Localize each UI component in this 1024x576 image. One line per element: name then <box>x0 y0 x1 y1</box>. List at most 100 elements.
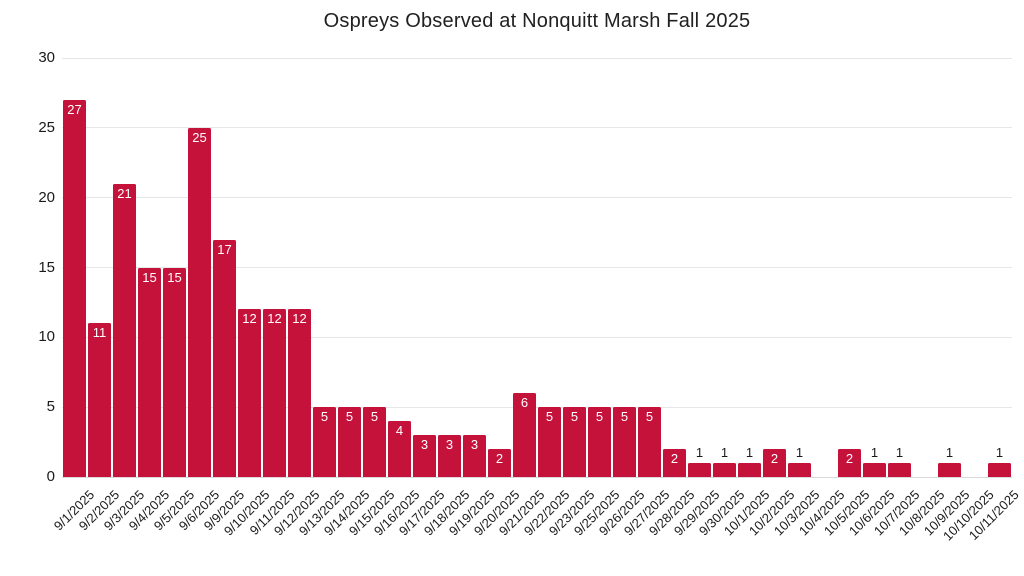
bar-value-label: 12 <box>292 311 307 327</box>
bar <box>513 393 536 477</box>
bar <box>213 239 236 477</box>
gridline <box>62 267 1012 268</box>
bar-value-label: 2 <box>845 451 854 467</box>
bar-value-label: 5 <box>620 409 629 425</box>
bar <box>938 463 961 477</box>
bar-value-label: 3 <box>445 437 454 453</box>
x-tick-label: 9/13/2025 <box>295 487 348 539</box>
x-tick-label: 9/1/2025 <box>50 487 98 534</box>
bar-value-label: 1 <box>995 445 1004 461</box>
chart-title: Ospreys Observed at Nonquitt Marsh Fall … <box>323 10 751 32</box>
bar-value-label: 5 <box>645 409 654 425</box>
x-tick-label: 9/29/2025 <box>670 487 723 539</box>
bar-value-label: 1 <box>895 445 904 461</box>
gridline <box>62 127 1012 129</box>
x-tick-label: 9/23/2025 <box>545 487 598 539</box>
x-tick-label: 9/11/2025 <box>246 487 298 538</box>
bar <box>738 463 761 477</box>
y-tick-label: 30 <box>38 49 55 66</box>
bar-value-label: 5 <box>370 409 379 425</box>
x-tick-label: 9/19/2025 <box>445 487 498 539</box>
x-tick-label: 9/10/2025 <box>220 487 273 539</box>
x-tick-label: 10/7/2025 <box>870 487 923 539</box>
x-tick-label: 10/8/2025 <box>895 487 948 539</box>
bar <box>138 267 161 477</box>
x-tick-label: 9/4/2025 <box>125 487 173 534</box>
bar <box>563 407 586 477</box>
gridline <box>62 406 1012 408</box>
bar <box>488 449 511 477</box>
bar-value-label: 2 <box>670 451 679 467</box>
bar <box>413 435 436 477</box>
bar <box>288 309 311 477</box>
bar-value-label: 3 <box>470 437 479 453</box>
bar <box>313 407 336 477</box>
x-tick-label: 9/12/2025 <box>270 487 323 539</box>
x-tick-label: 9/27/2025 <box>620 487 673 539</box>
bar <box>338 407 361 477</box>
x-tick-label: 9/9/2025 <box>200 487 248 534</box>
x-tick-label: 9/28/2025 <box>645 487 698 539</box>
bar <box>163 267 186 477</box>
bar <box>838 449 861 477</box>
x-tick-label: 9/14/2025 <box>320 487 373 539</box>
bar <box>88 323 111 477</box>
x-tick-label: 9/20/2025 <box>470 487 523 539</box>
x-tick-label: 10/9/2025 <box>920 487 973 539</box>
gridline <box>62 197 1012 199</box>
bar-value-label: 2 <box>495 451 504 467</box>
bar <box>388 421 411 477</box>
bar-value-label: 12 <box>242 311 257 327</box>
bar <box>538 407 561 477</box>
y-tick-label: 20 <box>38 188 55 206</box>
bar <box>788 463 811 477</box>
x-tick-label: 9/15/2025 <box>345 487 398 539</box>
bar <box>438 435 461 477</box>
x-axis-baseline <box>62 476 1012 478</box>
bar-value-label: 15 <box>167 269 182 285</box>
x-tick-label: 10/2/2025 <box>745 487 798 539</box>
bar <box>63 99 86 477</box>
bar <box>463 435 486 477</box>
bar-value-label: 5 <box>570 409 579 425</box>
bar-value-label: 17 <box>217 241 232 257</box>
y-tick-label: 5 <box>46 398 55 416</box>
x-tick-label: 9/17/2025 <box>395 487 448 539</box>
bar-value-label: 1 <box>795 445 804 461</box>
y-axis-labels: 0 5 10 15 20 25 30 <box>0 49 55 485</box>
bar <box>613 407 636 477</box>
x-tick-label: 9/26/2025 <box>595 487 648 539</box>
y-tick-label: 15 <box>38 258 55 276</box>
bar <box>863 463 886 477</box>
bar-value-label: 5 <box>320 409 329 425</box>
bars-layer: 27 11 21 15 15 25 17 12 12 12 5 5 5 4 3 3 3 2 6 5 5 5 5 5 2 1 1 1 2 1… <box>62 58 1012 477</box>
bar-value-label: 5 <box>345 409 354 425</box>
bar-value-label: 1 <box>695 445 704 461</box>
bar-value-label: 2 <box>770 451 779 467</box>
bar <box>763 449 786 477</box>
bar-value-label: 25 <box>192 129 207 145</box>
bar <box>113 183 136 477</box>
x-tick-label: 9/22/2025 <box>520 487 573 539</box>
gridline <box>62 57 1012 59</box>
gridlines-layer <box>62 57 1012 478</box>
bar-value-label: 5 <box>595 409 604 425</box>
x-tick-label: 9/25/2025 <box>570 487 623 539</box>
x-tick-label: 9/21/2025 <box>495 487 548 539</box>
y-tick-label: 0 <box>46 468 55 485</box>
bar <box>588 407 611 477</box>
bar-value-label: 15 <box>142 269 157 285</box>
x-tick-label: 9/6/2025 <box>175 487 223 534</box>
bar-value-label: 1 <box>870 445 879 461</box>
bar-value-label: 1 <box>945 445 954 461</box>
bar-value-label: 11 <box>92 325 107 341</box>
bar <box>663 449 686 477</box>
x-tick-label: 10/1/2025 <box>720 487 773 539</box>
x-tick-label: 10/10/2025 <box>940 487 998 544</box>
x-tick-label: 9/2/2025 <box>75 487 123 534</box>
x-tick-label: 9/30/2025 <box>695 487 748 539</box>
bar-value-label: 3 <box>420 437 429 453</box>
bar <box>188 127 211 477</box>
bar <box>713 463 736 477</box>
x-tick-label: 10/11/2025 <box>966 487 1023 543</box>
